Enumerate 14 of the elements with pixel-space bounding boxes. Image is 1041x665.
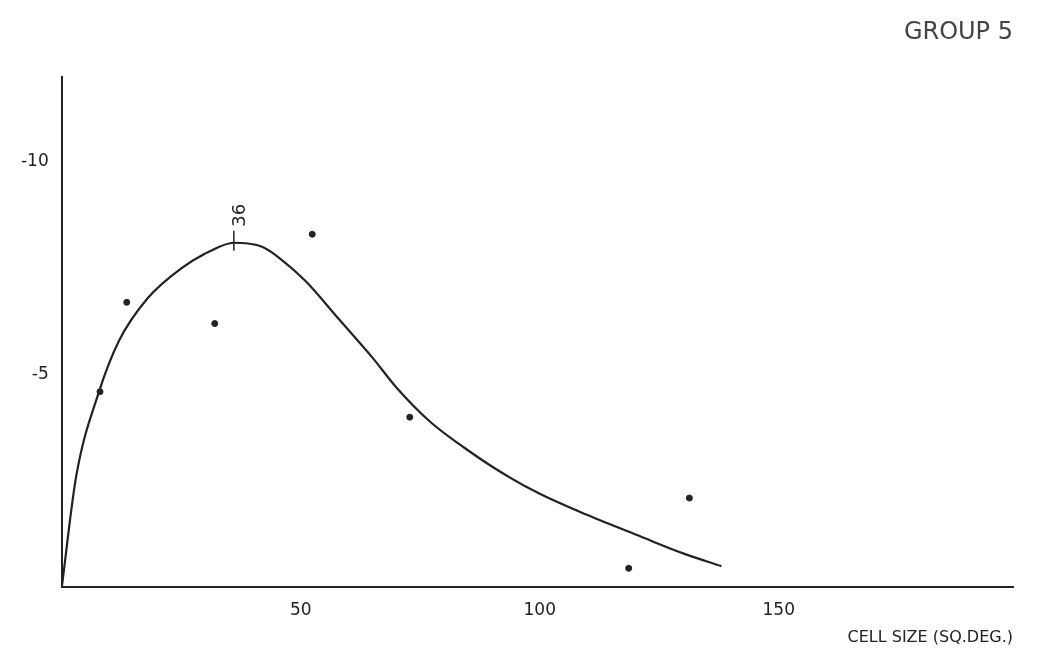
point	[308, 230, 316, 238]
chart-title: GROUP 5	[903, 16, 1013, 45]
x-axis-title: CELL SIZE (SQ.DEG.)	[847, 626, 1013, 646]
y-tick-label: -10	[20, 150, 49, 171]
point	[123, 298, 131, 306]
x-tick-label: 50	[289, 599, 312, 620]
point	[685, 494, 693, 502]
x-tick-label: 100	[523, 599, 556, 620]
point	[211, 320, 219, 328]
annotation: 36	[227, 203, 249, 227]
point	[406, 413, 414, 421]
y-tick-label: -5	[31, 363, 49, 384]
x-tick-label: 150	[762, 599, 795, 620]
point	[625, 564, 633, 572]
